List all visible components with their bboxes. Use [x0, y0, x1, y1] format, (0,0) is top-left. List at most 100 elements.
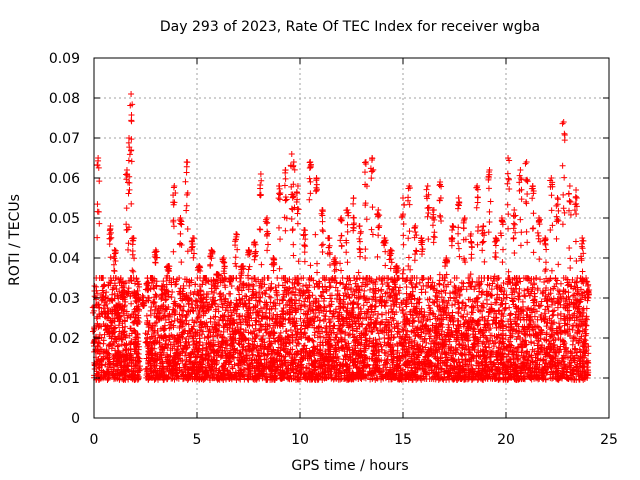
band-point	[551, 341, 558, 348]
band-point	[341, 285, 348, 292]
band-point	[212, 313, 219, 320]
band-point	[168, 294, 175, 301]
band-point	[127, 350, 134, 357]
band-point	[118, 359, 125, 366]
band-point	[119, 306, 126, 313]
band-point	[403, 284, 410, 291]
band-point	[560, 287, 567, 294]
band-point	[360, 293, 367, 300]
band-point	[298, 335, 305, 342]
band-point	[215, 321, 222, 328]
band-point	[446, 290, 453, 297]
band-point	[101, 302, 108, 309]
band-point	[99, 287, 106, 294]
band-point	[503, 294, 510, 301]
band-point	[292, 286, 299, 293]
band-point	[117, 370, 124, 377]
band-point	[296, 287, 303, 294]
band-point	[109, 297, 116, 304]
band-point	[249, 352, 256, 359]
band-point	[180, 307, 187, 314]
band-point	[372, 296, 379, 303]
band-point	[200, 328, 207, 335]
band-point	[128, 369, 135, 376]
band-point	[121, 328, 128, 335]
band-point	[427, 284, 434, 291]
band-point	[450, 295, 457, 302]
band-point	[114, 343, 121, 350]
band-point	[326, 308, 333, 315]
band-point	[327, 283, 334, 290]
band-point	[93, 368, 100, 375]
band-point	[551, 283, 558, 290]
band-point	[127, 325, 134, 332]
band-point	[122, 347, 129, 354]
band-point	[94, 371, 101, 378]
band-point	[579, 307, 586, 314]
band-point	[441, 287, 448, 294]
band-point	[117, 362, 124, 369]
band-point	[222, 284, 229, 291]
band-point	[96, 322, 103, 329]
band-point	[487, 359, 494, 366]
band-point	[132, 362, 139, 369]
band-point	[151, 329, 158, 336]
band-point	[131, 327, 138, 334]
band-point	[119, 336, 126, 343]
band-point	[130, 311, 137, 318]
band-point	[237, 299, 244, 306]
band-point	[95, 324, 102, 331]
band-point	[236, 313, 243, 320]
band-point	[114, 357, 121, 364]
band-point	[382, 290, 389, 297]
band-point	[522, 293, 529, 300]
band-point	[479, 361, 486, 368]
band-point	[110, 339, 117, 346]
band-point	[543, 329, 550, 336]
band-point	[135, 358, 142, 365]
band-point	[115, 322, 122, 329]
band-point	[228, 282, 235, 289]
band-point	[105, 350, 112, 357]
band-point	[125, 290, 132, 297]
band-point	[121, 303, 128, 310]
band-point	[100, 282, 107, 289]
band-point	[517, 317, 524, 323]
band-point	[249, 330, 256, 337]
band-point	[375, 310, 382, 317]
data-points	[89, 91, 593, 383]
band-point	[462, 302, 469, 309]
band-point	[115, 356, 122, 363]
band-point	[543, 337, 550, 344]
band-point	[100, 349, 107, 356]
band-point	[95, 363, 102, 370]
band-point	[266, 293, 273, 300]
band-point	[100, 356, 107, 363]
band-point	[451, 334, 458, 341]
band-point	[297, 292, 304, 299]
band-point	[111, 363, 118, 370]
band-point	[311, 284, 318, 291]
band-point	[320, 334, 327, 341]
band-point	[271, 338, 278, 345]
band-point	[121, 302, 128, 309]
band-point	[148, 304, 155, 311]
band-point	[517, 278, 524, 285]
band-point	[494, 291, 501, 298]
band-point	[128, 300, 135, 307]
band-point	[242, 292, 249, 299]
band-point	[297, 315, 304, 322]
band-point	[510, 301, 517, 308]
band-point	[118, 353, 125, 360]
band-point	[570, 334, 577, 341]
band-point	[459, 337, 466, 344]
band-point	[112, 336, 119, 343]
band-point	[557, 310, 564, 317]
band-point	[336, 347, 343, 354]
band-point	[111, 290, 118, 297]
band-point	[105, 375, 112, 382]
band-point	[115, 276, 122, 283]
band-point	[396, 304, 403, 311]
band-point	[321, 276, 328, 283]
band-point	[433, 289, 440, 296]
